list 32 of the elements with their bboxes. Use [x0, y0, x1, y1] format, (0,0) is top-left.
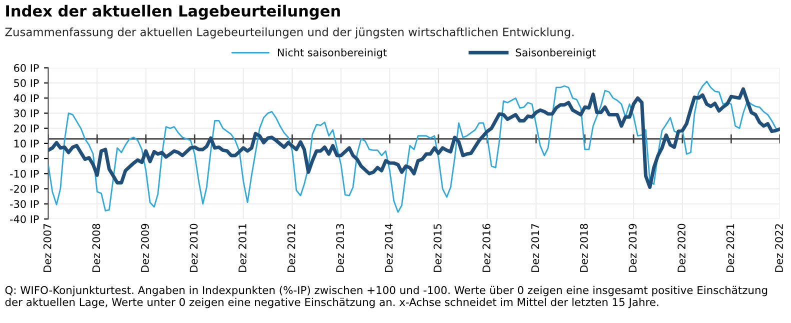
chart-title: Index der aktuellen Lagebeurteilungen [6, 4, 340, 20]
x-tick-label: Dez 2010 [190, 224, 198, 272]
y-tick-label: -20 IP [10, 184, 39, 193]
y-tick-label: 30 IP [14, 109, 39, 118]
x-tick-label: Dez 2017 [531, 224, 540, 272]
x-tick-label: Dez 2020 [678, 224, 686, 272]
y-tick-label: 60 IP [14, 64, 39, 72]
legend-label: Saisonbereinigt [516, 48, 596, 58]
x-tick-label: Dez 2015 [434, 224, 442, 272]
y-tick-label: 0 IP [20, 154, 39, 163]
x-tick-label: Dez 2011 [238, 224, 246, 272]
y-tick-label: -30 IP [10, 200, 39, 208]
y-tick-label: 10 IP [14, 140, 39, 148]
x-tick-label: Dez 2009 [141, 224, 149, 272]
y-tick-label: -40 IP [10, 215, 39, 224]
x-tick-label: Dez 2018 [580, 224, 588, 272]
y-tick-label: -10 IP [10, 170, 39, 178]
x-tick-label: Dez 2016 [482, 224, 490, 272]
chart-subtitle: Zusammenfassung der aktuellen Lagebeurteilungen und der jüngsten wirtschaftlichen Entwicklung. [5, 27, 574, 38]
y-tick-label: 50 IP [14, 79, 39, 88]
x-tick-label: Dez 2021 [726, 224, 734, 272]
y-tick-label: 40 IP [14, 94, 39, 102]
text: Q: WIFO-Konjunkturtest. Angaben in Indexpunkten (%-IP) zwischen +100 und -100. Werte über 0 zeigen eine insgesamt positive Einschätzung der aktuellen Lage, Werte unter 0 zeigen eine negative Einschätzung an. x-Achse schneidet im Mittel der letzten 15 Jahre. [5, 286, 768, 308]
x-tick-label: Dez 2019 [628, 224, 637, 272]
x-tick-label: Dez 2007 [43, 224, 52, 272]
x-tick-label: Dez 2013 [336, 224, 344, 272]
x-tick-label: Dez 2014 [384, 224, 393, 272]
x-tick-label: Dez 2022 [775, 224, 783, 272]
y-tick-label: 20 IP [14, 124, 39, 132]
x-tick-label: Dez 2012 [287, 224, 296, 272]
x-tick-label: Dez 2008 [92, 224, 100, 272]
legend-label: Nicht saisonbereinigt [278, 48, 387, 58]
